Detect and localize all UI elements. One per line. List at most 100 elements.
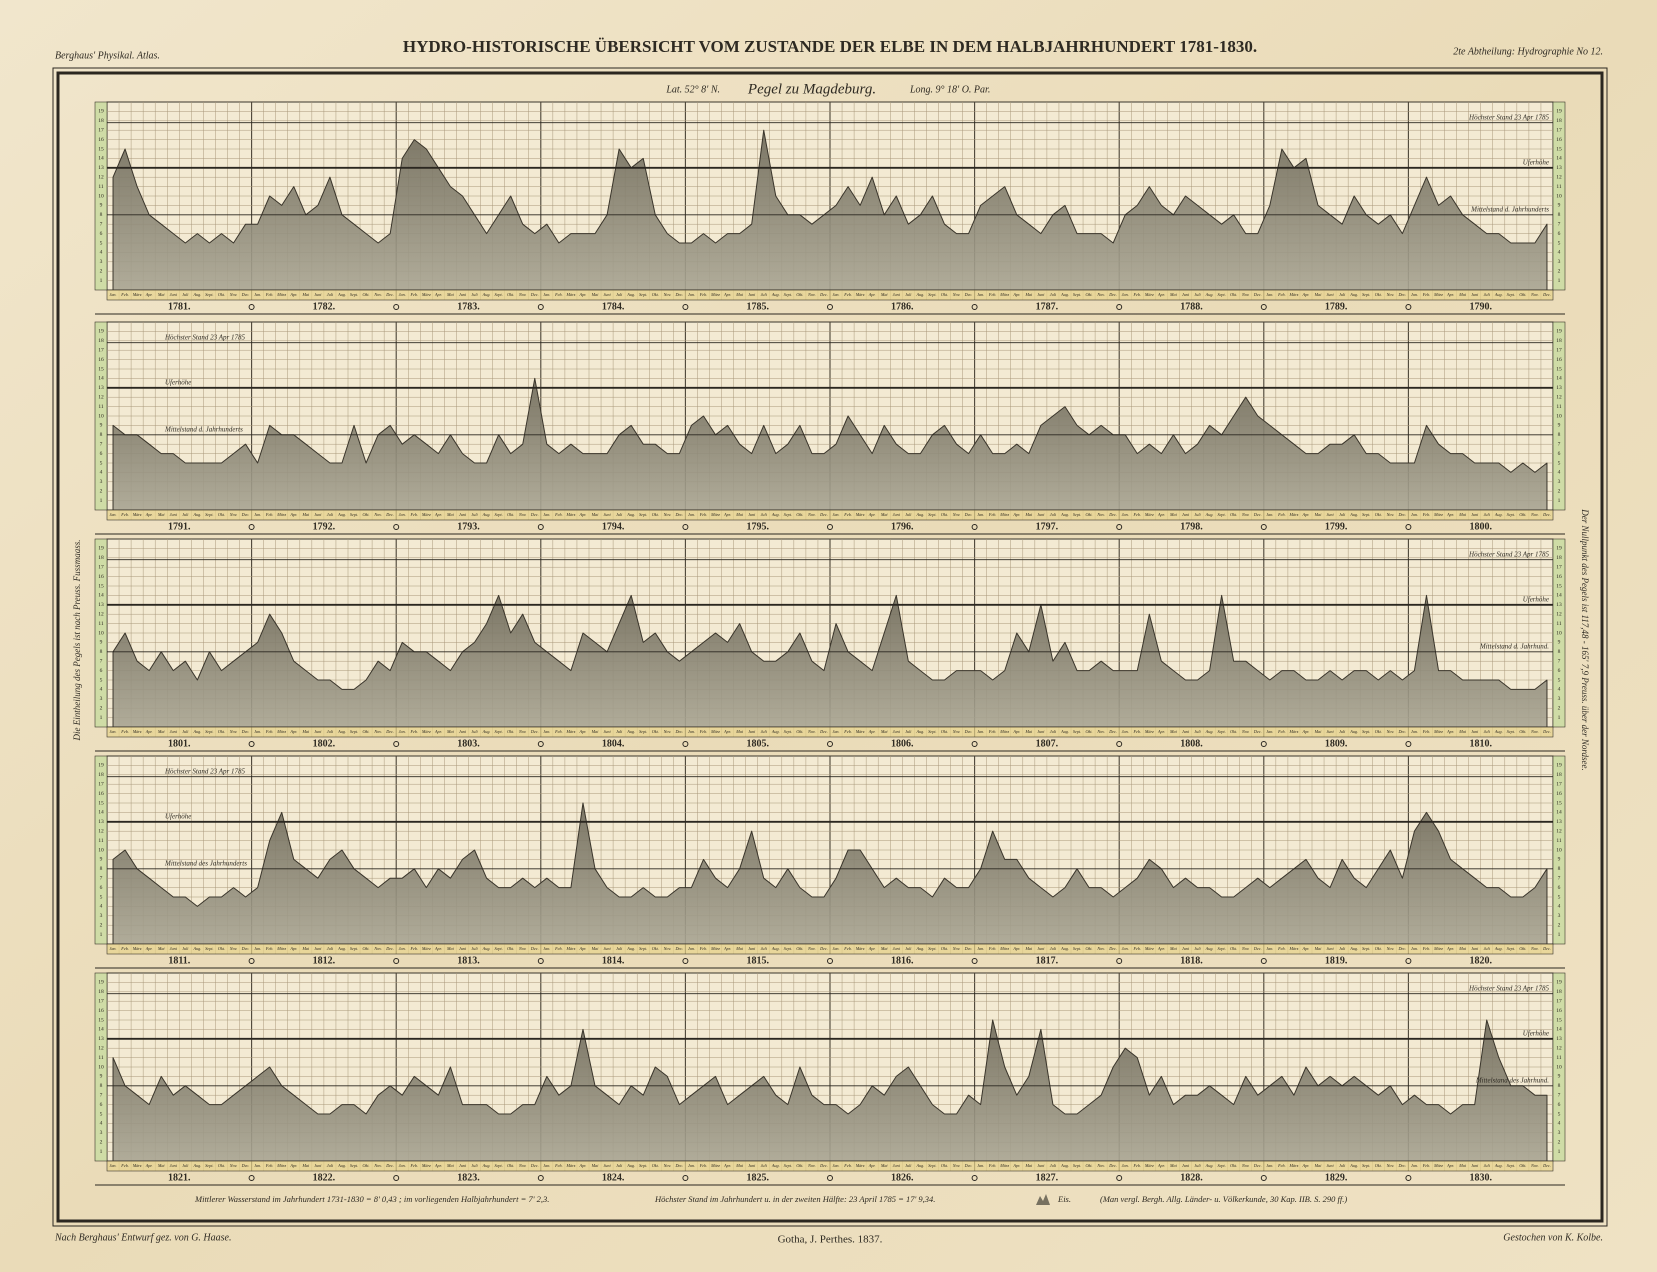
month-label: Juli	[327, 1163, 334, 1168]
month-label: Juli	[182, 1163, 189, 1168]
month-label: Jan.	[832, 1163, 839, 1168]
year-divider	[1116, 741, 1123, 747]
year-label: 1824.	[602, 1172, 625, 1183]
year-divider	[248, 524, 255, 530]
reference-label: Höchster Stand 23 Apr 1785	[1468, 984, 1549, 992]
month-label: Feb.	[409, 729, 418, 734]
month-label: Juli	[1484, 729, 1491, 734]
month-label: Nov.	[1096, 1163, 1104, 1168]
year-label: 1826.	[891, 1172, 914, 1183]
y-tick-label: 14	[98, 810, 104, 816]
y-tick-label: 18	[1556, 555, 1562, 561]
month-label: Juni	[459, 729, 467, 734]
y-tick-label: 11	[98, 404, 104, 410]
month-label: Juli	[1339, 729, 1346, 734]
reference-label: Mittelstand d. Jahrhunderts	[1470, 205, 1549, 213]
y-tick-label: 8	[100, 1083, 103, 1089]
month-label: Nov.	[229, 946, 237, 951]
year-label: 1800.	[1469, 521, 1492, 532]
month-label: Sept.	[1217, 946, 1225, 951]
month-label: Mai	[1024, 946, 1033, 951]
year-label: 1781.	[168, 301, 191, 312]
month-label: Aug.	[771, 512, 780, 517]
month-label: Feb.	[1277, 729, 1286, 734]
month-label: Nov.	[952, 946, 960, 951]
month-label: Juni	[170, 292, 178, 297]
year-label: 1821.	[168, 1172, 191, 1183]
month-label: März	[855, 946, 865, 951]
month-label: Okt.	[941, 1163, 948, 1168]
year-divider	[393, 958, 400, 964]
month-label: Aug.	[1205, 729, 1214, 734]
month-label: Jan.	[1122, 946, 1129, 951]
reference-label: Höchster Stand 23 Apr 1785	[1468, 113, 1549, 121]
y-tick-label: 17	[1556, 998, 1562, 1004]
month-label: Juli	[761, 512, 768, 517]
month-label: März	[710, 1163, 720, 1168]
month-label: Mai	[1169, 1163, 1178, 1168]
y-tick-label: 6	[100, 1102, 103, 1108]
month-label: Feb.	[843, 946, 852, 951]
y-tick-label: 12	[1556, 611, 1562, 617]
month-label: Nov.	[1096, 729, 1104, 734]
month-label: Feb.	[1422, 1163, 1431, 1168]
month-label: Mai	[1314, 292, 1323, 297]
y-tick-label: 7	[100, 441, 103, 447]
y-tick-label: 1	[1558, 498, 1561, 504]
month-label: Sept.	[1073, 1163, 1081, 1168]
month-label: Jan.	[109, 1163, 116, 1168]
month-label: Jan.	[688, 1163, 695, 1168]
month-label: Aug.	[626, 946, 635, 951]
month-label: Sept.	[1217, 729, 1225, 734]
month-label: Juni	[170, 729, 178, 734]
y-tick-label: 3	[100, 1130, 103, 1136]
month-label: März	[1289, 512, 1299, 517]
month-label: Juli	[471, 512, 478, 517]
month-label: Mai	[591, 729, 600, 734]
footer-note: Mittlerer Wasserstand im Jahrhundert 173…	[194, 1194, 549, 1204]
y-tick-label: 4	[100, 250, 103, 256]
month-label: Sept.	[928, 512, 936, 517]
month-label: Jan.	[399, 1163, 406, 1168]
header-left: Berghaus' Physikal. Atlas.	[55, 50, 160, 61]
month-label: Jan.	[254, 946, 261, 951]
month-label: Apr.	[1302, 512, 1310, 517]
y-tick-label: 16	[98, 574, 104, 580]
y-tick-label: 6	[100, 451, 103, 457]
y-tick-label: 18	[1556, 338, 1562, 344]
month-label: Apr.	[1446, 512, 1454, 517]
y-tick-label: 8	[100, 866, 103, 872]
month-label: März	[999, 729, 1009, 734]
month-label: Juni	[1037, 1163, 1045, 1168]
month-label: Aug.	[626, 729, 635, 734]
month-label: Dec.	[819, 729, 828, 734]
y-tick-label: 15	[98, 1017, 104, 1023]
month-label: Sept.	[928, 1163, 936, 1168]
month-label: Apr.	[1157, 946, 1165, 951]
month-label: Apr.	[1446, 729, 1454, 734]
month-label: Juni	[1182, 946, 1190, 951]
month-label: Dec.	[530, 1163, 539, 1168]
year-label: 1792.	[313, 521, 336, 532]
month-label: Apr.	[145, 512, 153, 517]
month-label: Feb.	[554, 292, 563, 297]
month-label: Sept.	[350, 512, 358, 517]
y-tick-label: 5	[1558, 677, 1561, 683]
month-label: Juli	[471, 729, 478, 734]
y-tick-label: 4	[100, 904, 103, 910]
year-label: 1782.	[313, 301, 336, 312]
month-label: Aug.	[1494, 1163, 1503, 1168]
month-label: Apr.	[723, 1163, 731, 1168]
y-tick-label: 15	[1556, 146, 1562, 152]
month-label: Aug.	[771, 1163, 780, 1168]
month-label: Feb.	[988, 946, 997, 951]
y-tick-label: 16	[1556, 574, 1562, 580]
y-tick-label: 15	[98, 146, 104, 152]
y-tick-label: 9	[1558, 203, 1561, 209]
month-label: Dec.	[530, 512, 539, 517]
month-label: Sept.	[639, 512, 647, 517]
y-tick-label: 17	[98, 127, 104, 133]
month-label: Sept.	[1217, 292, 1225, 297]
month-label: Sept.	[639, 1163, 647, 1168]
month-label: Dec.	[1542, 946, 1551, 951]
